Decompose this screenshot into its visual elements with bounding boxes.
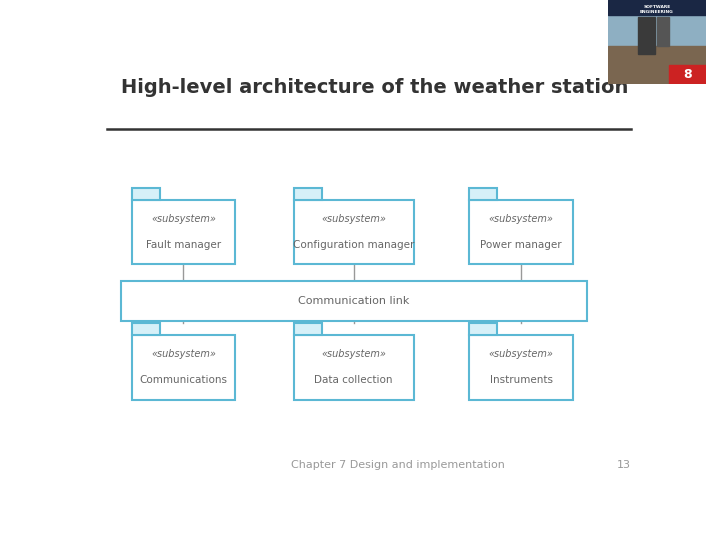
Text: Instruments: Instruments: [490, 375, 552, 385]
Bar: [294, 200, 413, 265]
Bar: [132, 335, 235, 400]
Bar: [294, 323, 322, 335]
Bar: [294, 335, 413, 400]
Bar: [469, 200, 572, 265]
Text: «subsystem»: «subsystem»: [151, 349, 216, 360]
Text: Power manager: Power manager: [480, 240, 562, 250]
Bar: [132, 323, 160, 335]
Bar: [669, 65, 706, 84]
Bar: [657, 17, 669, 46]
Bar: [132, 200, 235, 265]
Text: Chapter 7 Design and implementation: Chapter 7 Design and implementation: [291, 460, 505, 470]
Bar: [469, 335, 572, 400]
Text: «subsystem»: «subsystem»: [489, 214, 554, 224]
Bar: [608, 0, 706, 46]
Text: High-level architecture of the weather station: High-level architecture of the weather s…: [121, 78, 628, 97]
Text: «subsystem»: «subsystem»: [321, 349, 386, 360]
Text: Communications: Communications: [140, 375, 228, 385]
Text: 13: 13: [617, 460, 631, 470]
Bar: [638, 17, 655, 55]
Text: 8: 8: [683, 68, 691, 81]
Text: «subsystem»: «subsystem»: [321, 214, 386, 224]
Bar: [608, 0, 706, 15]
Text: Configuration manager: Configuration manager: [293, 240, 414, 250]
Text: Data collection: Data collection: [315, 375, 393, 385]
Bar: [132, 188, 160, 200]
Text: SOFTWARE
ENGINEERING: SOFTWARE ENGINEERING: [640, 5, 674, 14]
Bar: [121, 281, 587, 321]
Text: Communication link: Communication link: [298, 296, 410, 306]
Text: Fault manager: Fault manager: [146, 240, 221, 250]
Bar: [294, 188, 322, 200]
Bar: [469, 188, 498, 200]
Text: «subsystem»: «subsystem»: [489, 349, 554, 360]
Bar: [608, 46, 706, 84]
Text: «subsystem»: «subsystem»: [151, 214, 216, 224]
Bar: [469, 323, 498, 335]
